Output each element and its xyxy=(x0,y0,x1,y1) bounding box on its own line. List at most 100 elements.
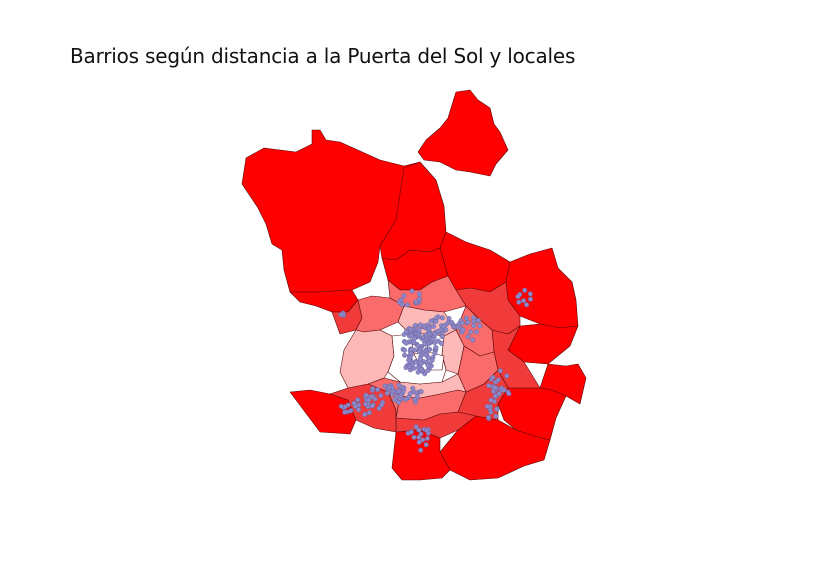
local-point xyxy=(422,341,428,347)
local-point xyxy=(423,352,429,358)
local-point xyxy=(404,302,410,308)
local-point xyxy=(411,434,417,440)
local-point xyxy=(493,413,499,419)
local-point xyxy=(521,298,527,304)
local-point xyxy=(488,397,494,403)
barrio-near-west-casa-campo xyxy=(339,329,395,389)
local-point xyxy=(492,393,498,399)
local-point xyxy=(396,400,402,406)
local-point xyxy=(424,436,430,442)
local-point xyxy=(398,393,404,399)
local-point xyxy=(432,331,438,337)
local-point xyxy=(471,315,477,321)
local-point xyxy=(470,337,476,343)
local-point xyxy=(506,391,512,397)
local-point xyxy=(427,346,433,352)
local-point xyxy=(378,393,384,399)
barrio-mid-nw xyxy=(355,295,405,333)
local-point xyxy=(495,377,501,383)
local-point xyxy=(369,394,375,400)
local-point xyxy=(384,390,390,396)
local-point xyxy=(432,340,438,346)
local-point xyxy=(409,347,415,353)
local-point xyxy=(402,347,408,353)
local-point xyxy=(419,367,425,373)
local-point xyxy=(465,334,471,340)
local-point xyxy=(427,331,433,337)
local-point xyxy=(418,361,424,367)
local-point xyxy=(527,291,533,297)
local-point xyxy=(439,334,445,340)
local-point xyxy=(338,312,344,318)
local-point xyxy=(524,302,530,308)
local-point xyxy=(420,437,426,443)
local-point xyxy=(412,323,418,329)
local-point xyxy=(431,323,437,329)
local-point xyxy=(443,327,449,333)
local-point xyxy=(356,407,362,413)
local-point xyxy=(439,315,445,321)
local-point xyxy=(415,343,421,349)
local-point xyxy=(413,299,419,305)
local-point xyxy=(399,302,405,308)
local-point xyxy=(522,287,528,293)
local-point xyxy=(338,403,344,409)
local-point xyxy=(468,329,474,335)
local-point xyxy=(366,410,372,416)
local-point xyxy=(429,357,435,363)
local-point xyxy=(363,401,369,407)
local-point xyxy=(492,385,498,391)
local-point xyxy=(375,387,381,393)
local-point xyxy=(416,434,422,440)
local-point xyxy=(409,288,415,294)
local-point xyxy=(413,424,419,430)
local-point xyxy=(459,320,465,326)
local-point xyxy=(486,414,492,420)
barrios-layer xyxy=(241,89,587,481)
local-point xyxy=(386,385,392,391)
local-point xyxy=(379,402,385,408)
local-point xyxy=(363,392,369,398)
local-point xyxy=(471,323,477,329)
local-point xyxy=(402,352,408,358)
local-point xyxy=(403,340,409,346)
local-point xyxy=(424,428,430,434)
barrio-west-1 xyxy=(289,289,359,313)
local-point xyxy=(409,333,415,339)
local-point xyxy=(474,329,480,335)
local-point xyxy=(494,406,500,412)
local-point xyxy=(416,291,422,297)
local-point xyxy=(416,427,422,433)
local-point xyxy=(497,368,503,374)
local-point xyxy=(408,327,414,333)
local-point xyxy=(369,403,375,409)
local-point xyxy=(416,439,422,445)
local-point xyxy=(342,409,348,415)
local-point xyxy=(394,394,400,400)
local-point xyxy=(435,328,441,334)
local-point xyxy=(449,320,455,326)
locales-points-layer xyxy=(338,287,534,453)
local-point xyxy=(412,396,418,402)
local-point xyxy=(396,388,402,394)
local-point xyxy=(401,332,407,338)
local-point xyxy=(411,339,417,345)
local-point xyxy=(410,385,416,391)
local-point xyxy=(423,442,429,448)
local-point xyxy=(406,357,412,363)
local-point xyxy=(362,411,368,417)
map-title: Barrios según distancia a la Puerta del … xyxy=(70,44,576,68)
local-point xyxy=(425,363,431,369)
local-point xyxy=(490,374,496,380)
barrio-north-east-spur xyxy=(417,89,509,177)
local-point xyxy=(417,356,423,362)
local-point xyxy=(353,403,359,409)
local-point xyxy=(433,345,439,351)
local-point xyxy=(475,318,481,324)
local-point xyxy=(417,296,423,302)
local-point xyxy=(401,293,407,299)
local-point xyxy=(433,319,439,325)
local-point xyxy=(486,383,492,389)
local-point xyxy=(501,387,507,393)
